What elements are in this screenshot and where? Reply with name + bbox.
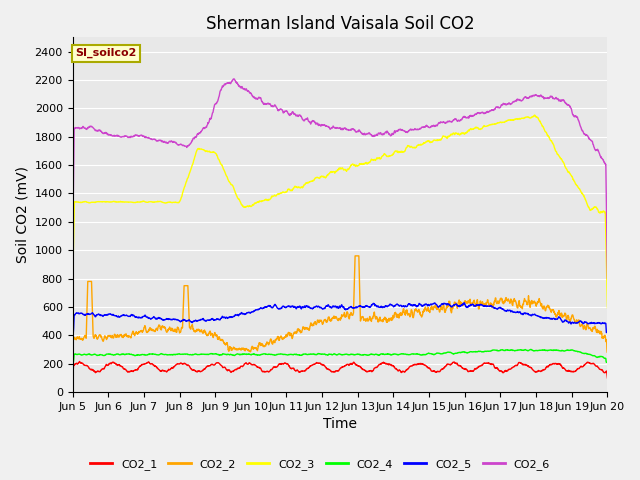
- CO2_4: [490, 347, 497, 353]
- Line: CO2_1: CO2_1: [72, 361, 607, 378]
- CO2_2: [588, 328, 596, 334]
- CO2_6: [588, 138, 596, 144]
- CO2_6: [315, 121, 323, 127]
- CO2_5: [490, 305, 498, 311]
- CO2_5: [329, 303, 337, 309]
- CO2_4: [527, 347, 534, 352]
- CO2_1: [604, 375, 611, 381]
- CO2_4: [96, 352, 104, 358]
- CO2_4: [329, 352, 337, 358]
- CO2_3: [588, 206, 596, 212]
- CO2_6: [68, 258, 76, 264]
- CO2_2: [490, 300, 498, 305]
- CO2_1: [588, 361, 596, 367]
- Title: Sherman Island Vaisala Soil CO2: Sherman Island Vaisala Soil CO2: [205, 15, 474, 33]
- CO2_5: [315, 303, 323, 309]
- CO2_1: [96, 369, 104, 374]
- CO2_4: [588, 353, 596, 359]
- Line: CO2_6: CO2_6: [72, 79, 607, 278]
- CO2_1: [315, 360, 323, 366]
- CO2_3: [588, 207, 596, 213]
- CO2_1: [76, 359, 83, 364]
- Y-axis label: Soil CO2 (mV): Soil CO2 (mV): [15, 166, 29, 263]
- CO2_2: [588, 328, 596, 334]
- CO2_2: [68, 349, 76, 355]
- CO2_5: [460, 300, 468, 306]
- Line: CO2_3: CO2_3: [72, 115, 607, 308]
- CO2_3: [68, 288, 76, 294]
- Line: CO2_5: CO2_5: [72, 303, 607, 333]
- Line: CO2_2: CO2_2: [72, 256, 607, 352]
- CO2_5: [96, 312, 104, 318]
- CO2_3: [329, 169, 337, 175]
- CO2_4: [68, 360, 76, 365]
- CO2_6: [329, 124, 337, 130]
- CO2_3: [315, 175, 323, 181]
- CO2_3: [604, 305, 611, 311]
- CO2_3: [490, 121, 497, 127]
- CO2_1: [329, 369, 337, 374]
- CO2_2: [329, 315, 337, 321]
- Text: SI_soilco2: SI_soilco2: [76, 48, 136, 58]
- CO2_5: [68, 330, 76, 336]
- CO2_4: [588, 352, 596, 358]
- CO2_6: [96, 127, 104, 133]
- X-axis label: Time: Time: [323, 418, 357, 432]
- CO2_2: [315, 318, 323, 324]
- CO2_1: [68, 375, 76, 381]
- CO2_4: [315, 351, 323, 357]
- CO2_6: [230, 76, 238, 82]
- CO2_3: [531, 112, 538, 118]
- CO2_5: [588, 320, 596, 326]
- CO2_6: [490, 107, 498, 113]
- Line: CO2_4: CO2_4: [72, 349, 607, 362]
- CO2_4: [604, 360, 611, 365]
- CO2_1: [490, 363, 498, 369]
- CO2_6: [588, 139, 596, 144]
- CO2_1: [588, 361, 596, 367]
- CO2_5: [588, 320, 596, 326]
- CO2_2: [604, 349, 611, 355]
- CO2_2: [96, 333, 104, 338]
- CO2_5: [604, 330, 611, 336]
- Legend: CO2_1, CO2_2, CO2_3, CO2_4, CO2_5, CO2_6: CO2_1, CO2_2, CO2_3, CO2_4, CO2_5, CO2_6: [86, 455, 554, 474]
- CO2_6: [604, 276, 611, 281]
- CO2_2: [351, 253, 359, 259]
- CO2_3: [96, 199, 104, 205]
